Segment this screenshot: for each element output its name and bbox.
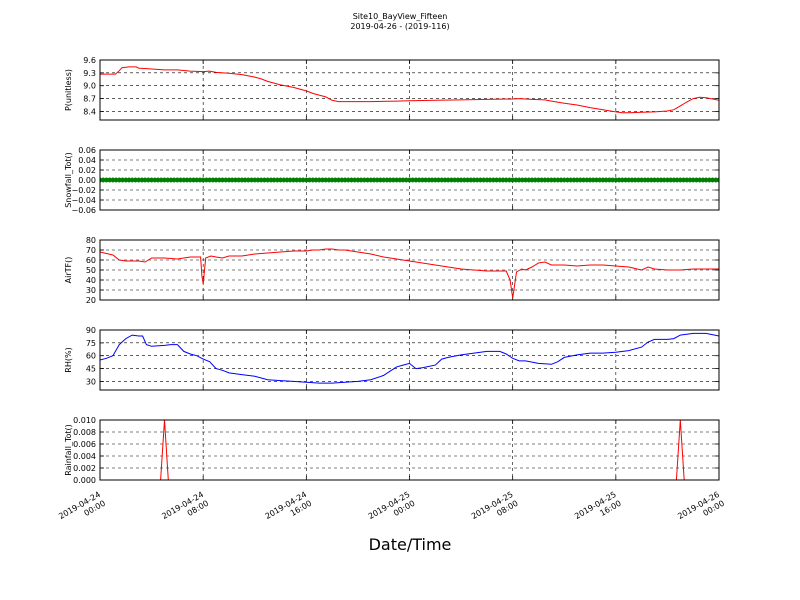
ytick-label-rainfall-4: 0.002 bbox=[73, 464, 96, 473]
axes-frame-pressure bbox=[99, 59, 720, 121]
series-line-airtemp bbox=[100, 248, 719, 299]
ytick-label-airtemp-3: 50 bbox=[86, 266, 96, 275]
y-axis-label-rh: RH(%) bbox=[64, 347, 73, 372]
ytick-label-snowfall-2: 0.02 bbox=[78, 166, 96, 175]
panel-rh: 90 75 60 45 30 RH(%) bbox=[64, 326, 720, 391]
ytick-label-snowfall-1: 0.04 bbox=[78, 156, 96, 165]
ytick-label-airtemp-6: 20 bbox=[86, 296, 96, 305]
ytick-label-rh-3: 45 bbox=[86, 365, 96, 374]
ytick-label-airtemp-5: 30 bbox=[86, 286, 96, 295]
ytick-label-pressure-3: 8.7 bbox=[83, 95, 96, 104]
axes-frame-rh bbox=[99, 329, 720, 391]
xtick-label-2: 2019-04-2416:00 bbox=[264, 490, 314, 530]
y-axis-label-snowfall: Snowfall_Tot() bbox=[64, 152, 73, 208]
series-snowfall bbox=[100, 177, 719, 183]
y-axis-label-pressure: P(unitless) bbox=[64, 69, 73, 111]
series-rh bbox=[100, 332, 719, 384]
ytick-label-airtemp-0: 80 bbox=[86, 236, 96, 245]
xtick-label-3: 2019-04-2500:00 bbox=[367, 490, 417, 530]
panel-pressure: 9.6 9.3 9.0 8.7 8.4 P(unitless) bbox=[64, 56, 720, 121]
ytick-label-pressure-4: 8.4 bbox=[83, 107, 96, 116]
axes-frame-rainfall bbox=[99, 419, 720, 481]
ytick-label-rh-1: 75 bbox=[86, 339, 96, 348]
xtick-label-4: 2019-04-2508:00 bbox=[470, 490, 520, 530]
ytick-label-pressure-2: 9.0 bbox=[83, 82, 96, 91]
series-line-rh bbox=[100, 332, 719, 384]
series-line-pressure bbox=[100, 66, 719, 114]
series-rainfall bbox=[100, 420, 719, 480]
ytick-label-rainfall-5: 0.000 bbox=[73, 476, 96, 485]
series-pressure bbox=[100, 66, 719, 114]
ytick-label-pressure-0: 9.6 bbox=[83, 56, 96, 65]
series-airtemp bbox=[100, 248, 719, 299]
x-axis-label: Date/Time bbox=[369, 535, 452, 554]
axes-frame-airtemp bbox=[99, 239, 720, 301]
ytick-label-airtemp-2: 60 bbox=[86, 256, 96, 265]
ytick-label-rainfall-2: 0.006 bbox=[73, 440, 96, 449]
axes-frame-snowfall bbox=[99, 149, 720, 211]
ytick-label-snowfall-5: −0.04 bbox=[71, 196, 96, 205]
y-axis-label-airtemp: AirTF() bbox=[64, 257, 73, 284]
panel-snowfall: 0.060.040.020.00−0.02−0.04−0.06Snowfall_… bbox=[64, 146, 720, 215]
ytick-label-airtemp-4: 40 bbox=[86, 276, 96, 285]
y-axis-label-rainfall: Rainfall_Tot() bbox=[64, 424, 73, 476]
ytick-label-rainfall-1: 0.008 bbox=[73, 428, 96, 437]
xtick-label-0: 2019-04-2400:00 bbox=[57, 490, 107, 530]
ytick-label-snowfall-3: 0.00 bbox=[78, 176, 96, 185]
xtick-label-6: 2019-04-2600:00 bbox=[676, 490, 726, 530]
ytick-label-rh-0: 90 bbox=[86, 326, 96, 335]
ytick-label-rainfall-0: 0.010 bbox=[73, 416, 96, 425]
ytick-label-rh-2: 60 bbox=[86, 352, 96, 361]
series-line-rainfall bbox=[100, 420, 719, 480]
chart-subtitle: 2019-04-26 - (2019-116) bbox=[350, 22, 449, 31]
ytick-label-airtemp-1: 70 bbox=[86, 246, 96, 255]
panel-rainfall: 0.010 0.008 0.006 0.004 0.002 0.000Rainfall_T… bbox=[64, 416, 720, 485]
ytick-label-snowfall-0: 0.06 bbox=[78, 146, 96, 155]
ytick-label-snowfall-6: −0.06 bbox=[71, 206, 96, 215]
ytick-label-rainfall-3: 0.004 bbox=[73, 452, 96, 461]
xtick-label-1: 2019-04-2408:00 bbox=[160, 490, 210, 530]
ytick-label-snowfall-4: −0.02 bbox=[71, 186, 96, 195]
ytick-label-rh-4: 30 bbox=[86, 377, 96, 386]
panels-group: 9.69.39.08.78.4P(unitless)0.060.040.020.… bbox=[64, 56, 720, 485]
ytick-label-pressure-1: 9.3 bbox=[83, 69, 96, 78]
x-tick-labels: 2019-04-2400:00 2019-04-2408:00 2019-04-24… bbox=[57, 490, 726, 530]
chart-title: Site10_BayView_Fifteen bbox=[353, 12, 448, 21]
xtick-label-5: 2019-04-2516:00 bbox=[573, 490, 623, 530]
